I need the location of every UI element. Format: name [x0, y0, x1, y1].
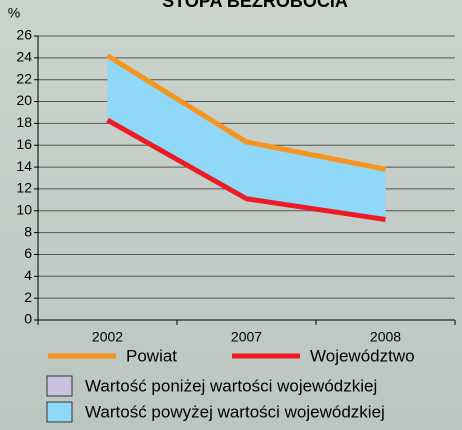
fill-between [107, 55, 386, 220]
y-tick-label: 4 [24, 267, 32, 283]
legend-label: Wartość powyżej wartości wojewódzkiej [85, 402, 385, 421]
y-tick-label: 10 [16, 201, 32, 217]
y-tick-label: 0 [24, 311, 32, 327]
chart-title: STOPA BEZROBOCIA [162, 0, 348, 11]
series-line [106, 117, 386, 222]
y-tick-label: 16 [16, 136, 32, 152]
legend-swatch [46, 375, 73, 397]
y-tick-label: 8 [24, 223, 32, 239]
y-tick-label: 24 [16, 49, 32, 65]
legend-label: Województwo [310, 346, 415, 365]
legend-label: Powiat [126, 346, 177, 365]
y-tick-label: 6 [24, 245, 32, 261]
y-tick-label: 26 [16, 27, 32, 43]
y-tick-label: 12 [16, 180, 32, 196]
series-line [106, 53, 386, 172]
y-tick-label: 20 [16, 92, 32, 108]
x-tick-label: 2007 [231, 329, 262, 345]
y-tick-label: 14 [16, 158, 32, 174]
x-tick-label: 2008 [370, 329, 401, 345]
y-tick-label: 22 [16, 70, 32, 86]
legend-label: Wartość poniżej wartości wojewódzkiej [85, 376, 377, 395]
legend-swatch [46, 401, 73, 423]
y-axis-label: % [8, 5, 20, 21]
y-tick-label: 18 [16, 114, 32, 130]
y-tick-label: 2 [24, 289, 32, 305]
x-tick-label: 2002 [92, 329, 123, 345]
